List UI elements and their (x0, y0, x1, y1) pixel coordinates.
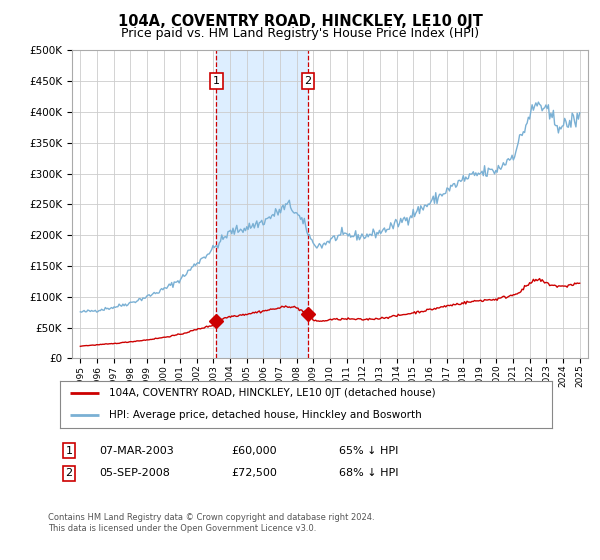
Text: HPI: Average price, detached house, Hinckley and Bosworth: HPI: Average price, detached house, Hinc… (109, 410, 422, 420)
Text: 65% ↓ HPI: 65% ↓ HPI (339, 446, 398, 456)
Text: 104A, COVENTRY ROAD, HINCKLEY, LE10 0JT: 104A, COVENTRY ROAD, HINCKLEY, LE10 0JT (118, 14, 482, 29)
Text: £72,500: £72,500 (231, 468, 277, 478)
Text: Contains HM Land Registry data © Crown copyright and database right 2024.: Contains HM Land Registry data © Crown c… (48, 513, 374, 522)
Bar (217, 50, 308, 358)
Text: 104A, COVENTRY ROAD, HINCKLEY, LE10 0JT (detached house): 104A, COVENTRY ROAD, HINCKLEY, LE10 0JT … (109, 388, 436, 398)
Text: 05-SEP-2008: 05-SEP-2008 (99, 468, 170, 478)
Text: 1: 1 (213, 76, 220, 86)
Text: 2: 2 (304, 76, 311, 86)
Text: This data is licensed under the Open Government Licence v3.0.: This data is licensed under the Open Gov… (48, 524, 316, 533)
Text: Price paid vs. HM Land Registry's House Price Index (HPI): Price paid vs. HM Land Registry's House … (121, 27, 479, 40)
Text: 2: 2 (65, 468, 73, 478)
Text: 07-MAR-2003: 07-MAR-2003 (99, 446, 174, 456)
Text: 68% ↓ HPI: 68% ↓ HPI (339, 468, 398, 478)
Text: 1: 1 (65, 446, 73, 456)
Text: £60,000: £60,000 (231, 446, 277, 456)
